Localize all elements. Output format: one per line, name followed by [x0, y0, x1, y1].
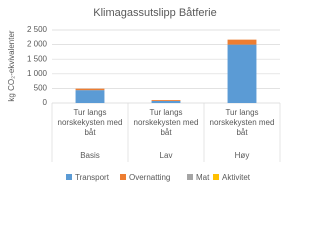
group-label: Tur langs norskekysten med båt [209, 108, 275, 137]
x-tick-label: Lav [159, 151, 173, 160]
bar-segment [151, 100, 181, 103]
group-label: Tur langs norskekysten med båt [57, 108, 123, 137]
legend-swatch [213, 174, 219, 180]
y-tick-label: 1 000 [27, 69, 48, 78]
legend-swatch [66, 174, 72, 180]
bar-segment [151, 100, 181, 101]
bar-segment [227, 44, 257, 103]
y-tick-label: 0 [43, 98, 48, 107]
legend-label: Transport [75, 173, 110, 182]
y-tick-label: 2 000 [27, 40, 48, 49]
bar-segment [227, 39, 257, 45]
chart-svg: Klimagassutslipp Båtferie kg CO₂-ekvival… [7, 7, 281, 182]
x-tick-label: Basis [80, 151, 100, 160]
chart: Klimagassutslipp Båtferie kg CO₂-ekvival… [7, 7, 281, 182]
legend-swatch [120, 174, 126, 180]
bar-segment [75, 90, 105, 103]
legend-swatch [187, 174, 193, 180]
legend-label: Mat [196, 173, 210, 182]
y-tick-label: 1 500 [27, 54, 48, 63]
y-axis-label: kg CO₂-ekvivalenter [7, 30, 16, 101]
y-tick-label: 2 500 [27, 25, 48, 34]
group-label: Tur langs norskekysten med båt [133, 108, 199, 137]
x-tick-label: Høy [234, 151, 250, 160]
y-tick-label: 500 [34, 84, 48, 93]
legend-label: Overnatting [129, 173, 170, 182]
legend-label: Aktivitet [222, 173, 251, 182]
chart-title: Klimagassutslipp Båtferie [93, 7, 217, 19]
bar-segment [75, 88, 105, 91]
